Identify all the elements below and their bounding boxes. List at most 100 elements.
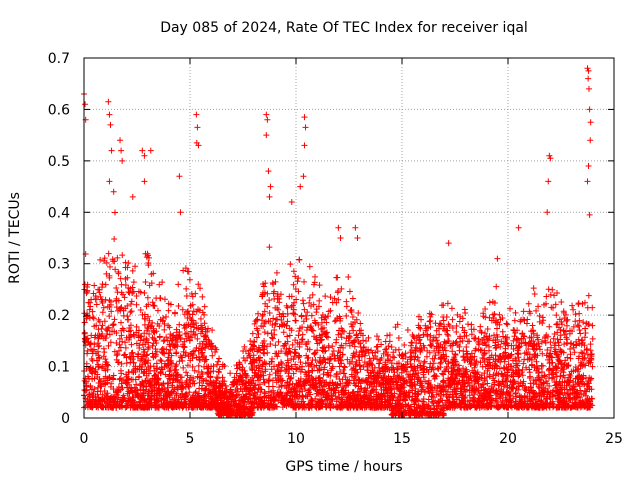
data-point: [195, 362, 202, 369]
data-point: [186, 276, 193, 283]
data-point: [575, 301, 582, 308]
data-point: [584, 345, 591, 352]
data-point: [353, 331, 360, 338]
data-point: [303, 327, 310, 334]
data-point: [327, 294, 334, 301]
data-point: [504, 366, 511, 373]
data-points: [81, 65, 596, 419]
data-point: [341, 370, 348, 377]
data-point: [309, 291, 316, 298]
data-point: [427, 336, 433, 343]
data-point: [165, 307, 172, 314]
data-point: [97, 293, 104, 300]
data-point: [448, 305, 455, 312]
data-point: [342, 340, 349, 347]
data-point: [154, 307, 161, 314]
data-point: [137, 306, 144, 313]
data-point: [240, 354, 247, 361]
data-point: [116, 347, 123, 354]
data-point: [472, 360, 479, 367]
data-point: [538, 368, 545, 375]
data-point: [482, 306, 489, 313]
data-point: [100, 304, 107, 311]
data-point: [333, 370, 340, 377]
data-point: [262, 318, 269, 325]
data-point: [587, 351, 594, 358]
data-point: [306, 294, 313, 301]
data-point: [453, 322, 460, 329]
data-point: [493, 283, 500, 290]
data-point: [260, 376, 267, 383]
data-point: [161, 296, 168, 303]
data-point: [266, 371, 273, 378]
data-point: [272, 342, 279, 349]
data-point: [185, 308, 192, 315]
data-point: [341, 363, 348, 370]
data-point: [286, 332, 293, 339]
data-point: [108, 308, 115, 315]
data-point: [440, 317, 447, 324]
data-point: [415, 358, 422, 365]
data-point: [197, 315, 204, 322]
data-point: [190, 308, 197, 315]
data-point: [343, 303, 350, 310]
data-point: [165, 349, 172, 356]
data-point: [308, 312, 315, 319]
data-point: [119, 252, 126, 259]
data-point: [413, 340, 420, 347]
data-point: [180, 364, 187, 371]
data-point: [294, 278, 301, 285]
data-point: [530, 285, 537, 292]
data-point: [273, 269, 280, 276]
data-point: [346, 288, 353, 295]
data-point: [105, 250, 112, 257]
data-point: [312, 273, 319, 280]
data-point: [504, 321, 511, 328]
data-point: [580, 319, 587, 326]
data-point: [535, 373, 542, 380]
data-point: [111, 348, 118, 355]
data-point: [318, 326, 325, 333]
data-point: [492, 345, 499, 352]
data-point: [472, 335, 479, 342]
data-point: [557, 332, 564, 339]
data-point: [417, 348, 424, 355]
data-point: [357, 320, 364, 327]
data-point: [142, 278, 149, 285]
data-point: [311, 350, 318, 357]
data-point: [334, 274, 341, 281]
data-point: [459, 315, 466, 322]
data-point: [585, 292, 592, 299]
data-point: [511, 317, 518, 324]
data-point: [496, 311, 503, 318]
data-point: [172, 363, 179, 370]
data-point: [338, 334, 345, 341]
data-point: [125, 288, 132, 295]
data-point: [287, 261, 294, 268]
data-point: [118, 319, 125, 326]
data-point: [462, 310, 469, 317]
data-point: [189, 363, 196, 370]
data-point: [261, 329, 268, 336]
data-point: [567, 345, 574, 352]
data-point: [332, 317, 339, 324]
data-point: [299, 366, 306, 373]
data-point: [186, 389, 193, 396]
data-point: [554, 320, 561, 327]
data-point: [479, 381, 486, 388]
data-point: [94, 340, 101, 347]
data-point: [133, 293, 140, 300]
data-point: [575, 323, 582, 330]
data-point: [452, 350, 459, 357]
data-point: [201, 320, 208, 327]
data-point: [346, 333, 353, 340]
data-point: [341, 364, 348, 371]
data-point: [192, 388, 199, 395]
data-point: [127, 309, 134, 316]
data-point: [345, 273, 352, 280]
data-point: [99, 281, 106, 288]
data-point: [421, 358, 428, 365]
data-point: [128, 341, 135, 348]
data-point: [86, 391, 93, 398]
